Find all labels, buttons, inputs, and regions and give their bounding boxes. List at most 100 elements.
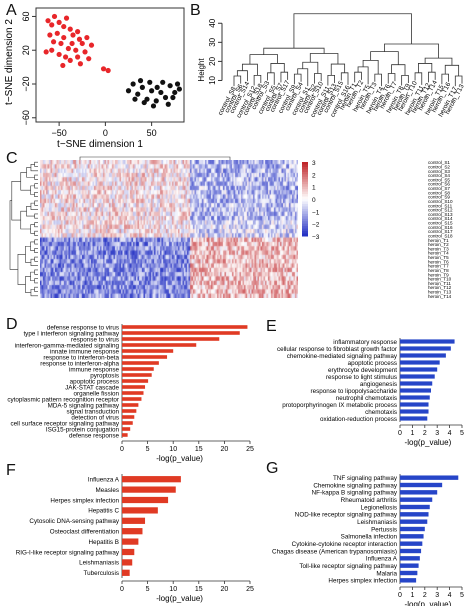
bar-chart-x-axis-label: -log(p_value) [405, 600, 452, 606]
bar-category-label: immune response [69, 366, 120, 373]
bar-category-label: signal transduction [66, 408, 119, 415]
heatmap-row-label: control_S15 [428, 221, 453, 226]
tsne-y-tick-label: 60 [21, 11, 31, 21]
panel-label-f: F [6, 462, 16, 479]
heatmap-legend-tick-label: −2 [312, 222, 320, 229]
panel-label-c: C [6, 150, 18, 167]
bar-chart-x-tick-label: 15 [195, 446, 203, 453]
bar [122, 403, 139, 407]
heatmap-legend-swatch [302, 213, 308, 217]
bar-category-label: protoporphyrinogen IX metabolic process [282, 402, 397, 409]
dendrogram-branch [391, 64, 406, 76]
heroin-sample-point [141, 99, 147, 106]
heatmap-legend-swatch [302, 201, 308, 205]
bar [122, 355, 168, 359]
bar-category-label: Influenza A [88, 477, 120, 484]
control-sample-point [79, 40, 85, 47]
bar [400, 367, 438, 372]
bar-category-label: Cytokine-cytokine receptor interaction [292, 541, 398, 548]
dendrogram-y-tick-label: 40 [208, 18, 217, 27]
control-sample-point [73, 47, 79, 53]
control-sample-point [75, 54, 81, 60]
control-sample-point [61, 34, 67, 41]
control-sample-point [45, 18, 51, 24]
bar [400, 512, 429, 517]
bar-chart-x-tick-label: 10 [169, 446, 177, 453]
heatmap-row-label: heroin_T10 [428, 277, 452, 282]
heatmap-row-dendrogram-branch [25, 245, 31, 263]
bar [122, 349, 174, 353]
bar [400, 482, 443, 488]
bar [122, 379, 149, 383]
control-sample-point [47, 32, 53, 38]
bar-chart-x-tick-label: 25 [246, 586, 254, 593]
heroin-sample-point [130, 81, 136, 87]
bar-category-label: inflammatory response [333, 339, 397, 346]
heatmap-legend-swatch [302, 179, 308, 183]
heroin-sample-point [167, 83, 173, 89]
heatmap-row-dendrogram-branch [30, 224, 35, 234]
heatmap-row-dendrogram-branch [34, 256, 38, 262]
dendrogram-branch [297, 68, 309, 87]
heatmap-legend-tick-label: 3 [312, 160, 316, 167]
bar-category-label: TNF signaling pathway [333, 475, 398, 482]
panel-label-d: D [6, 316, 18, 333]
bar-category-label: Salmonella infection [341, 534, 398, 541]
bar-category-label: response to light stimulus [326, 374, 397, 381]
dendrogram-branch [370, 51, 399, 65]
control-sample-point [88, 42, 95, 48]
bar-chart-x-tick-label: 20 [221, 446, 229, 453]
control-sample-point [63, 54, 69, 60]
heroin-sample-point [154, 84, 160, 90]
dendrogram-branch [387, 73, 396, 84]
heatmap-row-dendrogram-branch [9, 200, 18, 270]
bar [400, 490, 438, 495]
bar-category-label: defense response to virus [47, 324, 119, 331]
heatmap-row-label: heroin_T8 [428, 268, 449, 273]
bar-chart-x-tick-label: 1 [410, 592, 414, 599]
heatmap-legend-swatch [302, 164, 308, 168]
bar-category-label: response to interferon-beta [43, 354, 119, 361]
bar [122, 486, 176, 493]
heroin-sample-point [135, 91, 141, 97]
bar-category-label: ISG15-protein conjugation [46, 426, 120, 433]
heatmap-row-label: control_S16 [428, 225, 453, 230]
bar [122, 427, 131, 431]
dendrogram-branch [302, 61, 319, 74]
bar-category-label: Influenza A [366, 556, 398, 563]
bar [122, 415, 135, 419]
bar [400, 534, 424, 539]
heatmap-row-label: heroin_T11 [428, 281, 451, 286]
tsne-x-tick-label: 0 [103, 128, 108, 138]
heatmap-legend-swatch [302, 162, 308, 165]
heatmap-legend-swatch [302, 228, 308, 232]
bar-category-label: Osteoclast differentiation [50, 529, 120, 536]
bar [400, 395, 430, 400]
bar-category-label: MDA-5 signaling pathway [48, 402, 120, 409]
dendrogram-y-axis-label: Height [197, 58, 206, 82]
control-sample-point [43, 49, 49, 55]
dendrogram-branch [362, 59, 379, 75]
heatmap-legend-swatch [302, 216, 308, 220]
heatmap-row-label: control_S11 [428, 203, 453, 208]
heatmap-legend-swatch [302, 174, 308, 178]
dendrogram-branch [293, 13, 412, 49]
bar-category-label: cellular response to fibroblast growth f… [277, 346, 397, 353]
heatmap-legend-swatch [302, 218, 308, 222]
heatmap-legend-swatch [302, 166, 308, 170]
heatmap-legend-swatch [302, 186, 308, 190]
bar-category-label: apoptotic process [70, 378, 119, 385]
dendrogram-y-tick-label: 20 [208, 56, 217, 65]
heatmap-row-dendrogram-branch [34, 192, 38, 197]
heroin-sample-point [137, 78, 144, 84]
bar-chart-x-tick-label: 4 [448, 430, 452, 437]
dendrogram-branch [249, 54, 278, 65]
bar [122, 367, 154, 371]
dendrogram-branch [384, 43, 439, 59]
heatmap-legend-tick-label: 0 [312, 197, 316, 204]
heatmap-legend-swatch [302, 223, 308, 227]
dendrogram-y-tick-label: 30 [208, 37, 217, 46]
heatmap-row-dendrogram-branch [34, 161, 38, 167]
